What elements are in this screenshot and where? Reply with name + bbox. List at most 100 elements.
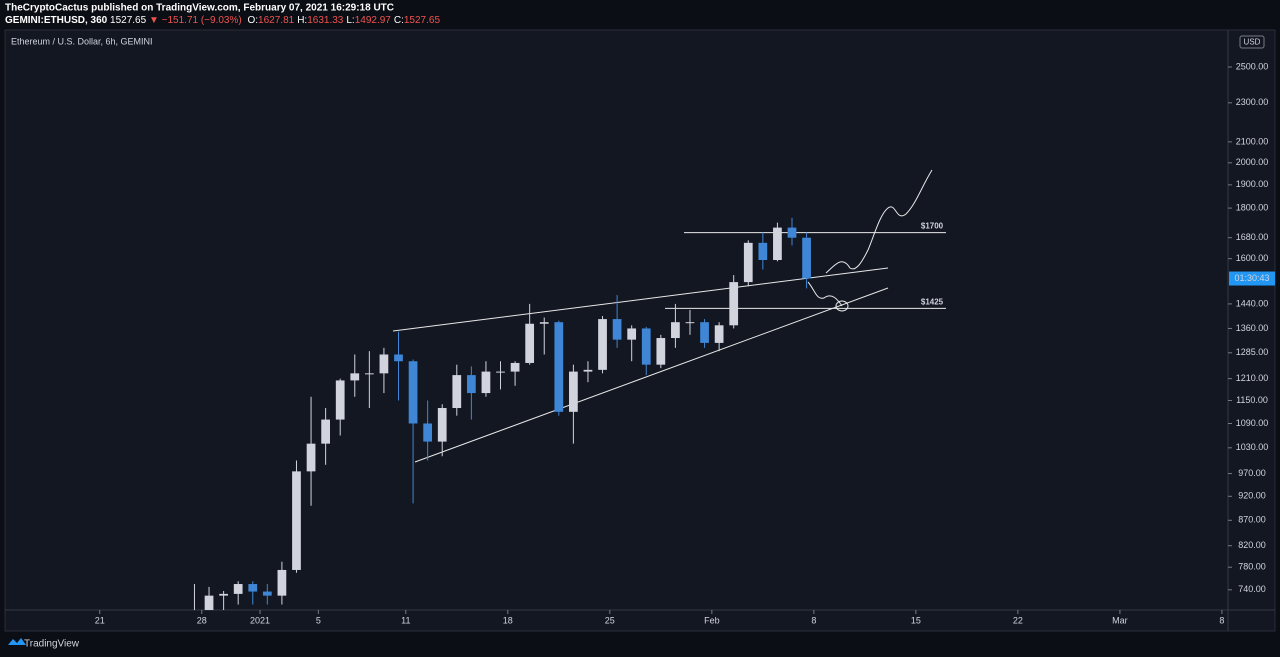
candle-body bbox=[627, 328, 637, 340]
candle-body bbox=[437, 408, 447, 442]
candle-body bbox=[569, 371, 578, 412]
last-price: 1527.65 bbox=[110, 15, 147, 26]
ohlc-value: 1527.65 bbox=[404, 15, 441, 26]
y-tick-label: 920.00 bbox=[1238, 491, 1266, 501]
candle-body bbox=[408, 361, 418, 424]
y-tick-label: 1030.00 bbox=[1236, 442, 1269, 452]
chart-panel bbox=[4, 29, 1276, 632]
candle-body bbox=[233, 584, 243, 594]
currency: USD bbox=[1244, 38, 1261, 47]
chart-title: Ethereum / U.S. Dollar, 6h, GEMINI bbox=[11, 36, 153, 46]
candle-body bbox=[510, 362, 520, 372]
y-tick-label: 740.00 bbox=[1238, 584, 1266, 594]
y-tick-label: 1285.00 bbox=[1236, 347, 1269, 357]
candle-body bbox=[554, 322, 564, 412]
candle-body bbox=[539, 322, 549, 324]
candle-body bbox=[481, 371, 491, 394]
ohlc-value: 1627.81 bbox=[258, 15, 295, 26]
candle-body bbox=[700, 322, 709, 343]
ohlc-label: C: bbox=[394, 15, 404, 26]
currency-box bbox=[1239, 35, 1265, 49]
candle-body bbox=[335, 380, 345, 420]
candle-body bbox=[394, 354, 403, 362]
candle-body bbox=[525, 323, 535, 363]
candle-body bbox=[452, 375, 462, 409]
x-tick-label: 2021 bbox=[250, 615, 270, 625]
y-tick-label: 1360.00 bbox=[1236, 323, 1269, 333]
candle-body bbox=[656, 338, 666, 365]
ohlc-value: 1492.97 bbox=[355, 15, 392, 26]
ohlc-label: L: bbox=[346, 15, 354, 26]
candle-body bbox=[671, 322, 680, 339]
drawings bbox=[392, 169, 946, 463]
y-tick-label: 1900.00 bbox=[1236, 179, 1269, 189]
countdown: 01:30:43 bbox=[1234, 273, 1269, 283]
y-tick-label: 1210.00 bbox=[1236, 373, 1269, 383]
x-tick-label: Feb bbox=[704, 615, 720, 625]
candle-body bbox=[423, 423, 433, 442]
x-tick-label: 5 bbox=[316, 615, 321, 625]
candles bbox=[193, 217, 811, 610]
retest-circle bbox=[835, 300, 849, 312]
y-tick-label: 970.00 bbox=[1238, 468, 1266, 478]
ohlc-label: H: bbox=[297, 15, 307, 26]
x-tick-label: Mar bbox=[1112, 615, 1128, 625]
candle-body bbox=[379, 354, 389, 374]
level-label: $1425 bbox=[921, 298, 944, 307]
ohlc-label: O: bbox=[247, 15, 258, 26]
candle-body bbox=[641, 328, 651, 365]
candle-body bbox=[277, 569, 287, 596]
y-tick-label: 1440.00 bbox=[1236, 298, 1269, 308]
y-tick-label: 2300.00 bbox=[1236, 97, 1269, 107]
candle-body bbox=[364, 373, 374, 375]
candle-body bbox=[306, 443, 316, 472]
projection-up bbox=[825, 169, 933, 274]
candle-body bbox=[292, 471, 301, 570]
x-tick-label: 25 bbox=[605, 615, 615, 625]
x-tick-label: 8 bbox=[1219, 615, 1224, 625]
candle-body bbox=[321, 419, 330, 444]
y-tick-label: 1090.00 bbox=[1236, 418, 1269, 428]
y-tick-label: 1800.00 bbox=[1236, 202, 1269, 212]
brand: TradingView bbox=[24, 639, 80, 650]
candle-body bbox=[496, 371, 505, 373]
candle-body bbox=[350, 373, 360, 381]
y-tick-label: 2500.00 bbox=[1236, 61, 1269, 71]
axes: 740.00 780.00 820.00 870.00 920.00 970.00 1030… bbox=[95, 61, 1275, 625]
candle-body bbox=[758, 242, 768, 261]
x-tick-label: 22 bbox=[1013, 615, 1023, 625]
x-tick-label: 21 bbox=[95, 615, 105, 625]
x-tick-label: 15 bbox=[911, 615, 921, 625]
y-tick-label: 780.00 bbox=[1238, 562, 1266, 572]
candle-body bbox=[262, 591, 272, 596]
candle-body bbox=[714, 325, 724, 343]
y-tick-label: 820.00 bbox=[1238, 540, 1266, 550]
countdown-tag bbox=[1229, 271, 1275, 286]
candle-body bbox=[612, 319, 622, 340]
y-tick-label: 1600.00 bbox=[1236, 253, 1269, 263]
y-tick-label: 2100.00 bbox=[1236, 136, 1269, 146]
candle-body bbox=[598, 319, 607, 370]
candle-body bbox=[787, 227, 797, 238]
projection-down bbox=[807, 281, 843, 307]
y-tick-label: 1680.00 bbox=[1236, 232, 1269, 242]
x-tick-label: 11 bbox=[401, 615, 410, 625]
candle-body bbox=[583, 369, 593, 372]
candle-body bbox=[685, 322, 695, 324]
candle-body bbox=[219, 593, 228, 596]
candle-body bbox=[773, 227, 782, 261]
candle-body bbox=[466, 375, 476, 394]
x-tick-label: 28 bbox=[197, 615, 207, 625]
x-tick-label: 18 bbox=[503, 615, 513, 625]
quote-line: GEMINI:ETHUSD, 360 1527.65 ▼ −151.71 (−9… bbox=[5, 15, 440, 26]
byline: TheCryptoCactus published on TradingView… bbox=[5, 3, 394, 14]
change: ▼ −151.71 (−9.03%) bbox=[149, 15, 242, 26]
candle-body bbox=[729, 282, 739, 326]
lower-trendline bbox=[414, 287, 889, 463]
y-tick-label: 2000.00 bbox=[1236, 157, 1269, 167]
candle-body bbox=[204, 595, 214, 610]
candle-body bbox=[248, 584, 258, 592]
y-tick-label: 1150.00 bbox=[1236, 395, 1268, 405]
